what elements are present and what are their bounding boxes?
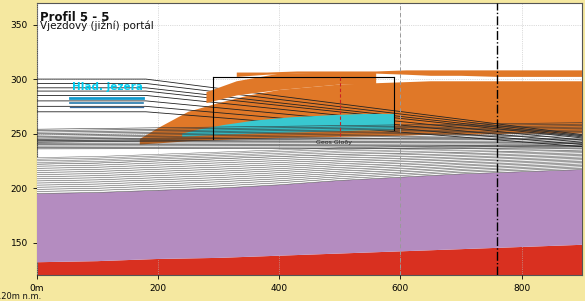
Text: Geos Gloðy: Geos Gloðy	[315, 141, 352, 145]
Polygon shape	[140, 81, 582, 144]
Text: Vjezdový (jižní) portál: Vjezdový (jižní) portál	[40, 20, 153, 31]
Text: Profil 5 - 5: Profil 5 - 5	[40, 11, 109, 24]
Text: Hlad. jezera: Hlad. jezera	[72, 82, 143, 92]
Polygon shape	[37, 245, 582, 275]
Polygon shape	[37, 169, 582, 262]
Polygon shape	[183, 114, 394, 137]
Polygon shape	[237, 70, 582, 77]
Polygon shape	[37, 150, 582, 194]
Text: 120m n.m.: 120m n.m.	[0, 292, 41, 301]
Polygon shape	[37, 143, 582, 164]
Polygon shape	[207, 73, 376, 103]
